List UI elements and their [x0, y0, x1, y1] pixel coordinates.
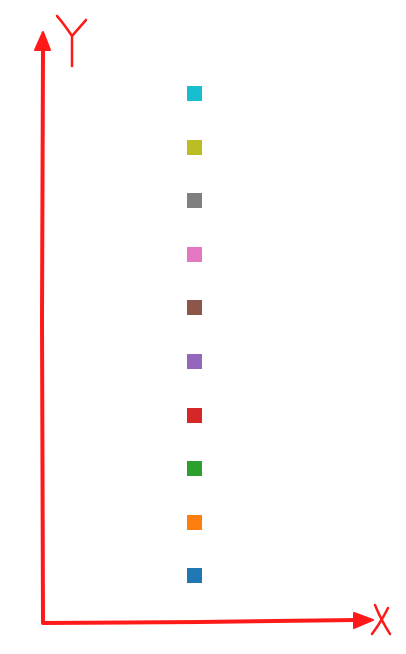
- swatch-pink: [187, 247, 202, 262]
- x-axis-arrowhead: [353, 612, 374, 629]
- swatch-green: [187, 461, 202, 476]
- y-axis-arrowhead: [34, 31, 51, 51]
- swatch-orange: [187, 515, 202, 530]
- x-axis-line: [41, 618, 358, 625]
- x-axis-label: X: [381, 626, 382, 628]
- swatch-olive: [187, 140, 202, 155]
- x-axis-label-glyph: [370, 603, 392, 636]
- y-axis-line: [39, 46, 45, 624]
- swatch-cyan: [187, 86, 202, 101]
- swatch-gray: [187, 193, 202, 208]
- swatch-brown: [187, 300, 202, 315]
- swatch-purple: [187, 354, 202, 369]
- swatch-red: [187, 408, 202, 423]
- y-axis-label-glyph: [55, 14, 88, 68]
- swatch-blue: [187, 568, 202, 583]
